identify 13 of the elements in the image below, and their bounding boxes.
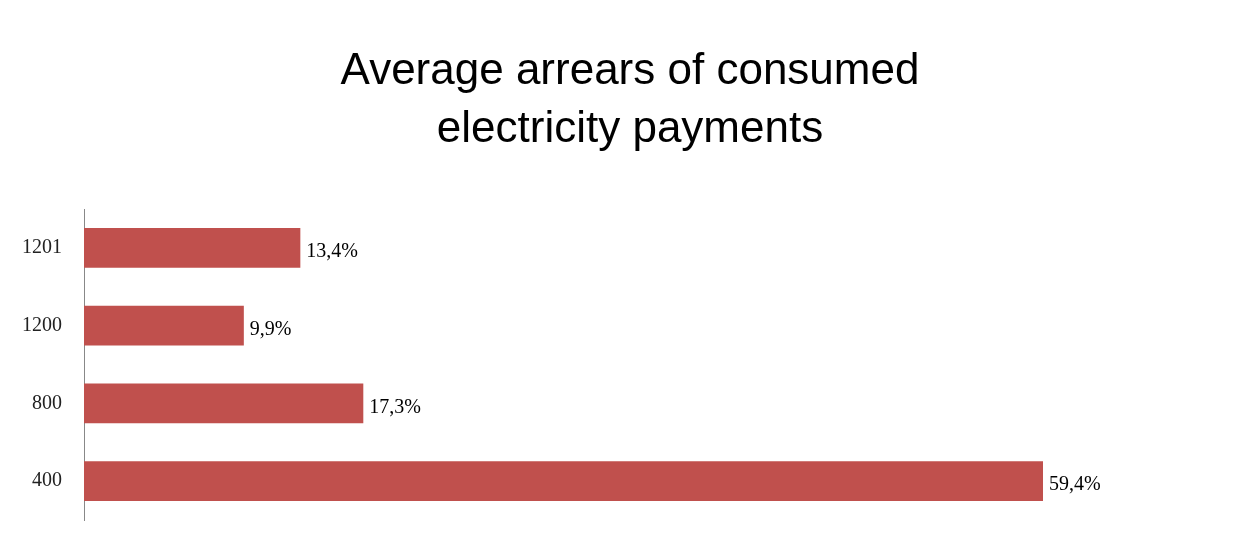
data-label: 17,3% [369, 394, 421, 417]
data-label: 13,4% [306, 239, 359, 262]
y-tick-label: 800 [32, 390, 62, 413]
bar [84, 305, 244, 346]
data-label: 59,4% [1049, 472, 1101, 495]
data-label: 9,9% [249, 316, 292, 339]
y-tick-label: 1200 [22, 312, 62, 335]
chart-title: Average arrears of consumed electricity payments [339, 43, 921, 153]
bar [84, 228, 301, 268]
y-tick-label: 1201 [22, 235, 62, 258]
bar [84, 383, 364, 424]
y-tick-label: 400 [32, 468, 62, 491]
bar [84, 461, 1043, 501]
